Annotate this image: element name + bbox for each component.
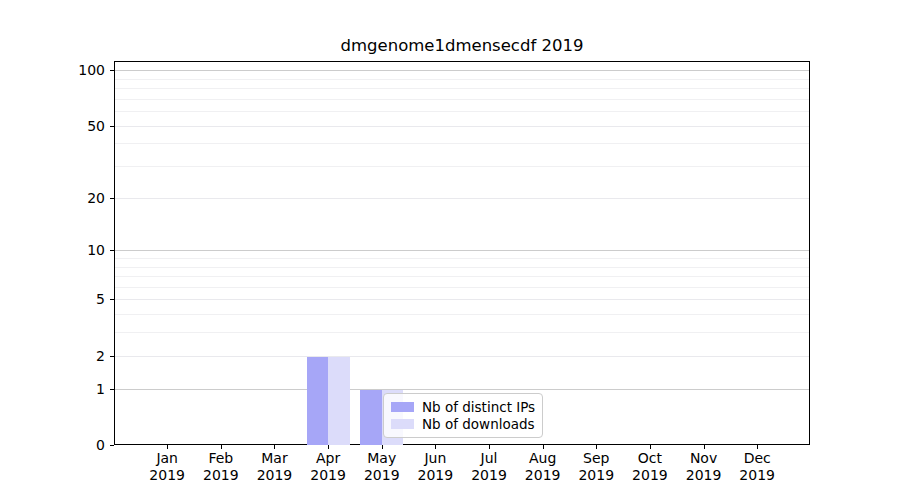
y-tick-50 (110, 126, 114, 127)
chart-title: dmgenome1dmensecdf 2019 (114, 36, 810, 55)
major-gridline-10 (115, 250, 809, 251)
x-tick-jan (167, 445, 168, 449)
y-tick-label-100: 100 (45, 63, 105, 77)
x-tick-label-aug: Aug 2019 (525, 450, 561, 483)
legend-label-distinct-ips: Nb of distinct IPs (422, 399, 535, 415)
y-tick-100 (110, 70, 114, 71)
x-tick-dec (757, 445, 758, 449)
y-tick-0 (110, 445, 114, 446)
x-tick-aug (543, 445, 544, 449)
y-tick-label-1: 1 (45, 382, 105, 396)
x-tick-label-sep: Sep 2019 (578, 450, 614, 483)
x-tick-label-oct: Oct 2019 (632, 450, 668, 483)
minor-gridline-3 (115, 332, 809, 333)
x-tick-label-jul: Jul 2019 (471, 450, 507, 483)
mid-gridline-2 (115, 356, 809, 357)
x-tick-mar (274, 445, 275, 449)
y-tick-label-5: 5 (45, 292, 105, 306)
plot-area (114, 61, 810, 445)
mid-gridline-5 (115, 299, 809, 300)
mid-gridline-20 (115, 198, 809, 199)
y-tick-10 (110, 250, 114, 251)
x-tick-label-jun: Jun 2019 (418, 450, 454, 483)
legend-swatch-downloads (391, 419, 414, 429)
y-tick-label-2: 2 (45, 349, 105, 363)
y-tick-label-0: 0 (45, 438, 105, 452)
major-gridline-1 (115, 389, 809, 390)
minor-gridline-7 (115, 276, 809, 277)
y-tick-2 (110, 356, 114, 357)
x-tick-label-nov: Nov 2019 (686, 450, 722, 483)
major-gridline-100 (115, 70, 809, 71)
minor-gridline-80 (115, 88, 809, 89)
bar-apr-distinct-ips (307, 357, 329, 445)
y-tick-1 (110, 389, 114, 390)
x-tick-apr (328, 445, 329, 449)
y-tick-label-10: 10 (45, 243, 105, 257)
x-tick-may (382, 445, 383, 449)
legend-item-downloads: Nb of downloads (391, 416, 535, 432)
minor-gridline-9 (115, 258, 809, 259)
x-tick-jul (489, 445, 490, 449)
x-tick-label-mar: Mar 2019 (257, 450, 293, 483)
x-tick-nov (704, 445, 705, 449)
legend-swatch-distinct-ips (391, 402, 414, 412)
minor-gridline-30 (115, 166, 809, 167)
minor-gridline-70 (115, 99, 809, 100)
x-tick-label-apr: Apr 2019 (310, 450, 346, 483)
bar-apr-downloads (328, 357, 350, 445)
x-tick-feb (221, 445, 222, 449)
minor-gridline-8 (115, 267, 809, 268)
mid-gridline-50 (115, 126, 809, 127)
legend-label-downloads: Nb of downloads (422, 416, 535, 432)
y-tick-label-50: 50 (45, 119, 105, 133)
x-tick-jun (435, 445, 436, 449)
minor-gridline-40 (115, 143, 809, 144)
bar-may-distinct-ips (360, 390, 382, 445)
x-tick-label-may: May 2019 (364, 450, 400, 483)
x-tick-label-feb: Feb 2019 (203, 450, 239, 483)
y-tick-20 (110, 198, 114, 199)
legend: Nb of distinct IPs Nb of downloads (383, 393, 543, 438)
x-tick-oct (650, 445, 651, 449)
x-tick-sep (596, 445, 597, 449)
minor-gridline-90 (115, 79, 809, 80)
x-tick-label-dec: Dec 2019 (739, 450, 775, 483)
y-tick-label-20: 20 (45, 191, 105, 205)
x-tick-label-jan: Jan 2019 (149, 450, 185, 483)
minor-gridline-4 (115, 314, 809, 315)
legend-item-distinct-ips: Nb of distinct IPs (391, 399, 535, 415)
minor-gridline-60 (115, 111, 809, 112)
y-tick-5 (110, 299, 114, 300)
chart-figure: dmgenome1dmensecdf 2019 0 1 2 5 10 20 50 100 Jan… (0, 0, 900, 500)
minor-gridline-6 (115, 287, 809, 288)
